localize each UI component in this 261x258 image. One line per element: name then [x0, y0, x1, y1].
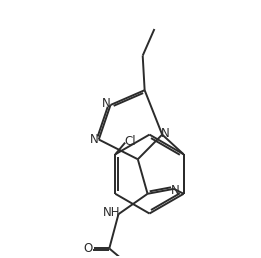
Text: O: O	[84, 242, 93, 255]
Text: N: N	[102, 97, 110, 110]
Text: N: N	[171, 184, 180, 197]
Text: NH: NH	[103, 206, 120, 219]
Text: Cl: Cl	[124, 135, 135, 148]
Text: N: N	[90, 133, 99, 146]
Text: N: N	[161, 127, 170, 140]
